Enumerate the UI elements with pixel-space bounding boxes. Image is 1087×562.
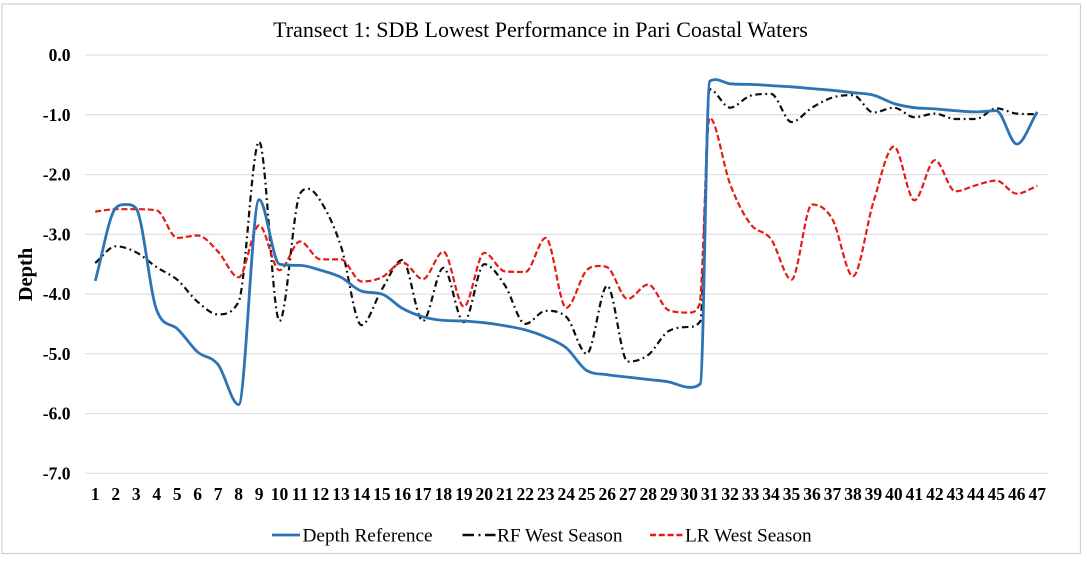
svg-text:3: 3 xyxy=(132,484,141,504)
svg-text:38: 38 xyxy=(844,484,862,504)
svg-text:20: 20 xyxy=(476,484,494,504)
svg-text:-5.0: -5.0 xyxy=(43,344,71,364)
svg-text:27: 27 xyxy=(619,484,637,504)
svg-text:34: 34 xyxy=(762,484,780,504)
svg-text:Depth Reference: Depth Reference xyxy=(303,526,433,547)
svg-text:42: 42 xyxy=(926,484,944,504)
svg-text:44: 44 xyxy=(967,484,985,504)
svg-text:25: 25 xyxy=(578,484,596,504)
svg-text:23: 23 xyxy=(537,484,555,504)
svg-text:41: 41 xyxy=(906,484,924,504)
svg-text:Depth: Depth xyxy=(15,247,37,301)
svg-text:2: 2 xyxy=(111,484,120,504)
svg-text:-4.0: -4.0 xyxy=(43,284,71,304)
svg-text:33: 33 xyxy=(742,484,760,504)
svg-text:Transect 1: SDB Lowest Perform: Transect 1: SDB Lowest Performance in Pa… xyxy=(273,17,808,42)
svg-text:7: 7 xyxy=(214,484,223,504)
svg-text:45: 45 xyxy=(988,484,1006,504)
svg-text:43: 43 xyxy=(947,484,965,504)
svg-text:46: 46 xyxy=(1008,484,1026,504)
svg-text:32: 32 xyxy=(721,484,739,504)
svg-text:15: 15 xyxy=(373,484,391,504)
svg-text:40: 40 xyxy=(885,484,903,504)
svg-text:17: 17 xyxy=(414,484,432,504)
svg-text:22: 22 xyxy=(517,484,535,504)
svg-text:-6.0: -6.0 xyxy=(43,404,71,424)
svg-text:6: 6 xyxy=(193,484,202,504)
svg-text:37: 37 xyxy=(824,484,842,504)
svg-text:11: 11 xyxy=(292,484,309,504)
svg-text:39: 39 xyxy=(865,484,883,504)
svg-text:RF West Season: RF West Season xyxy=(497,526,623,547)
svg-text:0.0: 0.0 xyxy=(49,45,71,65)
svg-text:24: 24 xyxy=(557,484,575,504)
svg-text:36: 36 xyxy=(803,484,821,504)
svg-text:19: 19 xyxy=(455,484,473,504)
svg-text:-3.0: -3.0 xyxy=(43,224,71,244)
svg-text:29: 29 xyxy=(660,484,678,504)
svg-text:13: 13 xyxy=(332,484,350,504)
svg-text:1: 1 xyxy=(91,484,100,504)
svg-text:28: 28 xyxy=(639,484,657,504)
svg-text:10: 10 xyxy=(271,484,289,504)
svg-text:12: 12 xyxy=(312,484,330,504)
svg-text:18: 18 xyxy=(435,484,453,504)
svg-text:-7.0: -7.0 xyxy=(43,463,71,483)
svg-text:4: 4 xyxy=(152,484,161,504)
svg-text:9: 9 xyxy=(255,484,264,504)
svg-text:16: 16 xyxy=(394,484,412,504)
svg-text:5: 5 xyxy=(173,484,182,504)
svg-text:26: 26 xyxy=(598,484,616,504)
svg-text:-2.0: -2.0 xyxy=(43,165,71,185)
svg-text:31: 31 xyxy=(701,484,719,504)
svg-text:35: 35 xyxy=(783,484,801,504)
svg-text:-1.0: -1.0 xyxy=(43,105,71,125)
svg-text:8: 8 xyxy=(234,484,243,504)
svg-text:21: 21 xyxy=(496,484,514,504)
svg-text:30: 30 xyxy=(680,484,698,504)
svg-text:47: 47 xyxy=(1029,484,1047,504)
svg-text:14: 14 xyxy=(353,484,371,504)
svg-text:LR West Season: LR West Season xyxy=(685,526,812,547)
